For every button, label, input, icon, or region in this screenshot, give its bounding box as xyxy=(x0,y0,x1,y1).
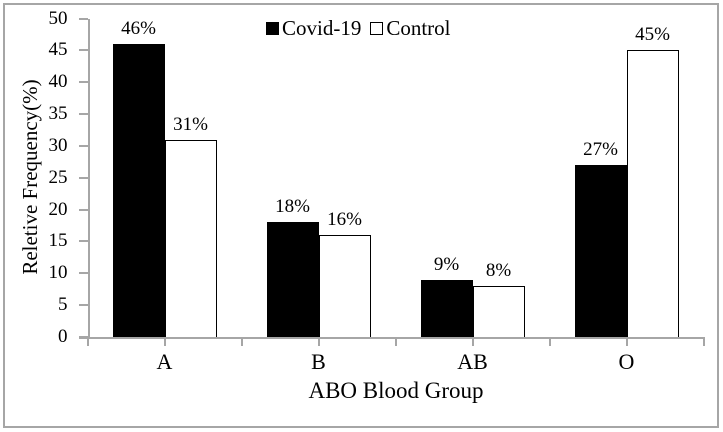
y-axis-tick-label: 0 xyxy=(58,326,68,347)
bar-value-label-control-b: 16% xyxy=(327,209,362,231)
y-axis-tick xyxy=(78,113,88,116)
bar-control-o xyxy=(626,50,679,337)
y-axis-tick-label: 30 xyxy=(48,134,68,156)
y-axis-line xyxy=(87,18,90,337)
legend-label-control: Control xyxy=(386,16,451,40)
y-axis-tick xyxy=(78,17,88,20)
bar-value-label-covid-19-b: 18% xyxy=(275,196,310,218)
y-axis-tick xyxy=(78,144,88,147)
y-axis-title: Reletive Frequency(%) xyxy=(18,79,42,275)
y-axis-tick xyxy=(78,272,88,275)
legend-item-control: Control xyxy=(370,16,451,40)
legend-label-covid-19: Covid-19 xyxy=(282,16,362,40)
bar-value-label-control-o: 45% xyxy=(635,24,670,46)
y-axis-tick xyxy=(78,176,88,179)
y-axis-tick-label: 10 xyxy=(48,262,68,284)
x-category-label-b: B xyxy=(311,349,326,374)
x-axis-tick xyxy=(317,337,320,346)
bar-covid-19-b xyxy=(266,222,319,337)
y-axis-tick-label: 45 xyxy=(48,39,68,61)
x-category-label-a: A xyxy=(156,349,173,374)
bar-value-label-control-a: 31% xyxy=(173,113,208,135)
y-axis-tick-label: 20 xyxy=(48,198,68,220)
y-axis-tick-label: 15 xyxy=(48,230,68,252)
legend: Covid-19 Control xyxy=(266,16,451,40)
legend-swatch-covid-19 xyxy=(266,21,279,35)
x-axis-tick xyxy=(86,337,89,346)
y-axis-tick xyxy=(78,49,88,52)
x-axis-tick xyxy=(625,337,628,346)
y-axis-tick xyxy=(78,304,88,307)
legend-item-covid-19: Covid-19 xyxy=(266,16,361,40)
bar-covid-19-ab xyxy=(420,279,473,337)
y-axis-tick-label: 35 xyxy=(48,103,68,125)
bar-covid-19-o xyxy=(574,165,627,337)
x-axis-tick xyxy=(163,337,166,346)
bar-control-ab xyxy=(472,286,525,337)
y-axis-tick xyxy=(78,81,88,84)
y-axis-tick-label: 40 xyxy=(48,71,68,93)
bar-value-label-covid-19-ab: 9% xyxy=(433,253,460,275)
bar-value-label-covid-19-o: 27% xyxy=(583,139,618,160)
y-axis-tick-label: 5 xyxy=(58,294,68,316)
x-axis-tick xyxy=(471,337,474,346)
figure-border xyxy=(3,3,719,428)
bar-covid-19-a xyxy=(112,43,165,337)
x-axis-line xyxy=(78,337,704,339)
x-axis-tick xyxy=(394,337,397,346)
x-axis-title: ABO Blood Group xyxy=(308,378,484,403)
y-axis-tick-label: 50 xyxy=(48,7,68,29)
y-axis-tick-label: 25 xyxy=(48,166,68,188)
x-category-label-ab: AB xyxy=(457,349,488,374)
bar-control-b xyxy=(318,235,371,337)
x-axis-tick xyxy=(702,337,705,346)
bar-value-label-covid-19-a: 46% xyxy=(121,17,156,39)
x-axis-tick xyxy=(240,337,243,346)
legend-swatch-control xyxy=(370,21,384,35)
bar-value-label-control-ab: 8% xyxy=(485,260,512,282)
x-axis-tick xyxy=(548,337,551,346)
bar-control-a xyxy=(164,139,217,337)
y-axis-tick xyxy=(78,208,88,211)
y-axis-tick xyxy=(78,240,88,243)
x-category-label-o: O xyxy=(618,349,635,374)
